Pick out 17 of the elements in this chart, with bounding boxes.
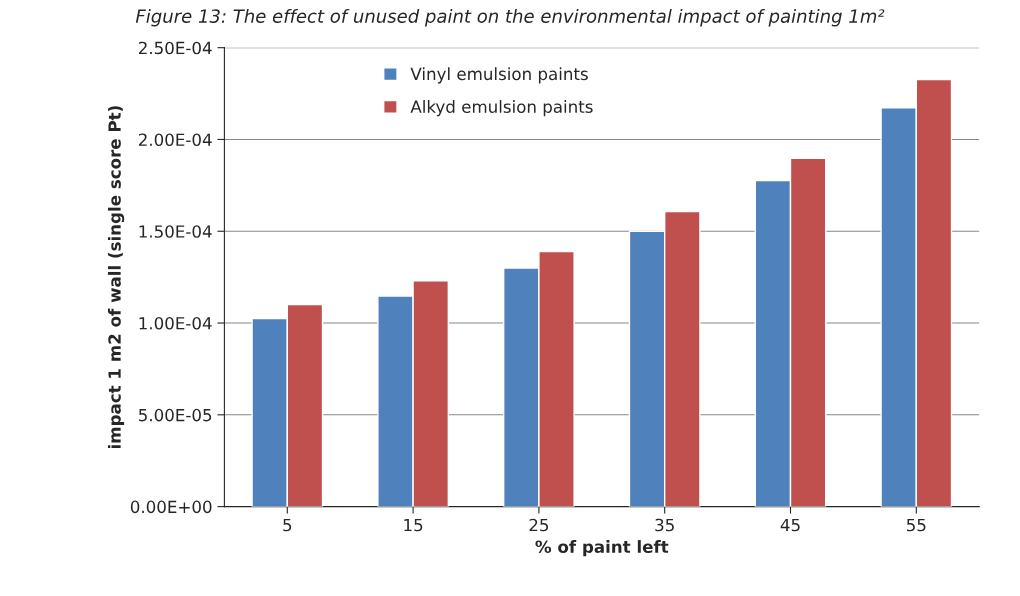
x-tick-label: 15	[404, 518, 423, 532]
x-tick-label: 35	[655, 518, 674, 532]
y-tick-label: 1.50E-04	[139, 225, 212, 238]
y-tick-label: 0.00E+00	[130, 500, 212, 514]
y-tick-label: 5.00E-05	[139, 408, 212, 422]
x-axis-title: % of paint left	[535, 540, 669, 557]
x-tick-label: 45	[780, 518, 800, 532]
x-tick-label: 5	[283, 518, 292, 532]
y-axis-title: impact 1 m2 of wall (single score Pt)	[107, 106, 125, 449]
legend-label: Vinyl emulsion paints	[410, 67, 588, 84]
x-tick-label: 25	[529, 518, 549, 532]
y-tick-label: 2.00E-04	[138, 133, 212, 147]
chart-title: Figure 13: The effect of unused paint on the environmental impact of painting 1m²	[135, 8, 885, 27]
y-tick-label: 2.50E-04	[138, 41, 212, 55]
y-tick-label: 1.00E-04	[139, 316, 212, 330]
x-tick-label: 55	[906, 518, 926, 532]
legend-label: Alkyd emulsion paints	[410, 100, 593, 117]
